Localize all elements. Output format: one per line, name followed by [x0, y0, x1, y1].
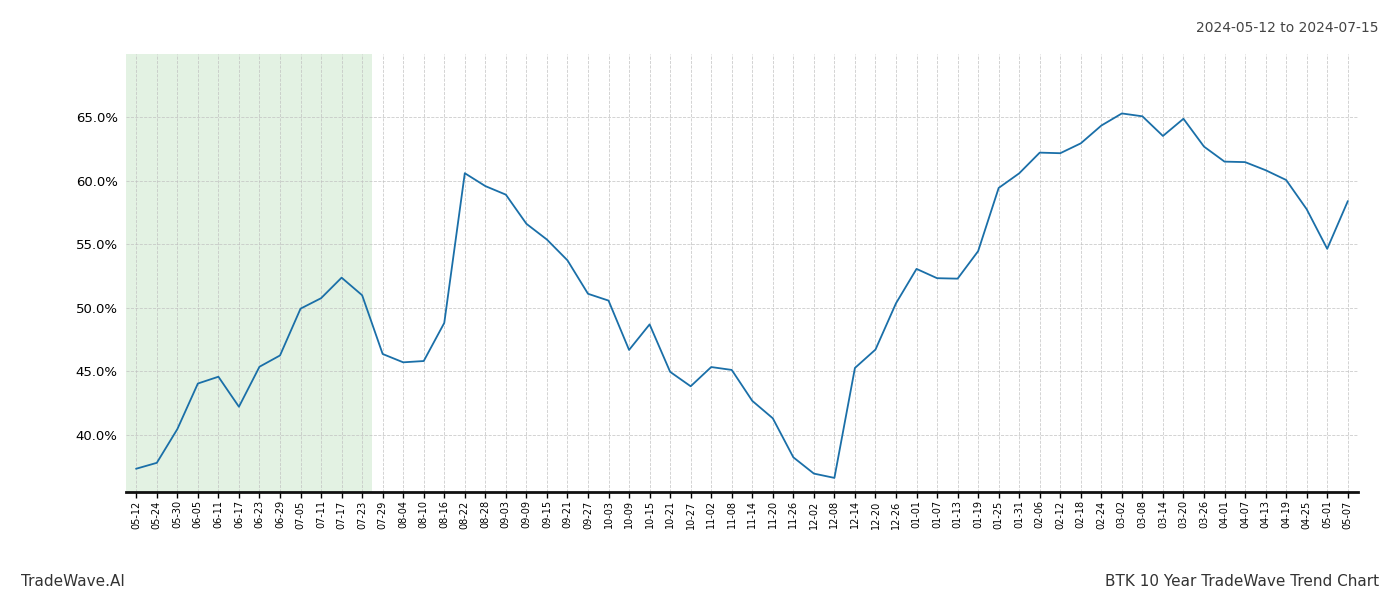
Text: TradeWave.AI: TradeWave.AI — [21, 574, 125, 589]
Text: 2024-05-12 to 2024-07-15: 2024-05-12 to 2024-07-15 — [1197, 21, 1379, 35]
Bar — [126, 54, 372, 492]
Text: BTK 10 Year TradeWave Trend Chart: BTK 10 Year TradeWave Trend Chart — [1105, 574, 1379, 589]
